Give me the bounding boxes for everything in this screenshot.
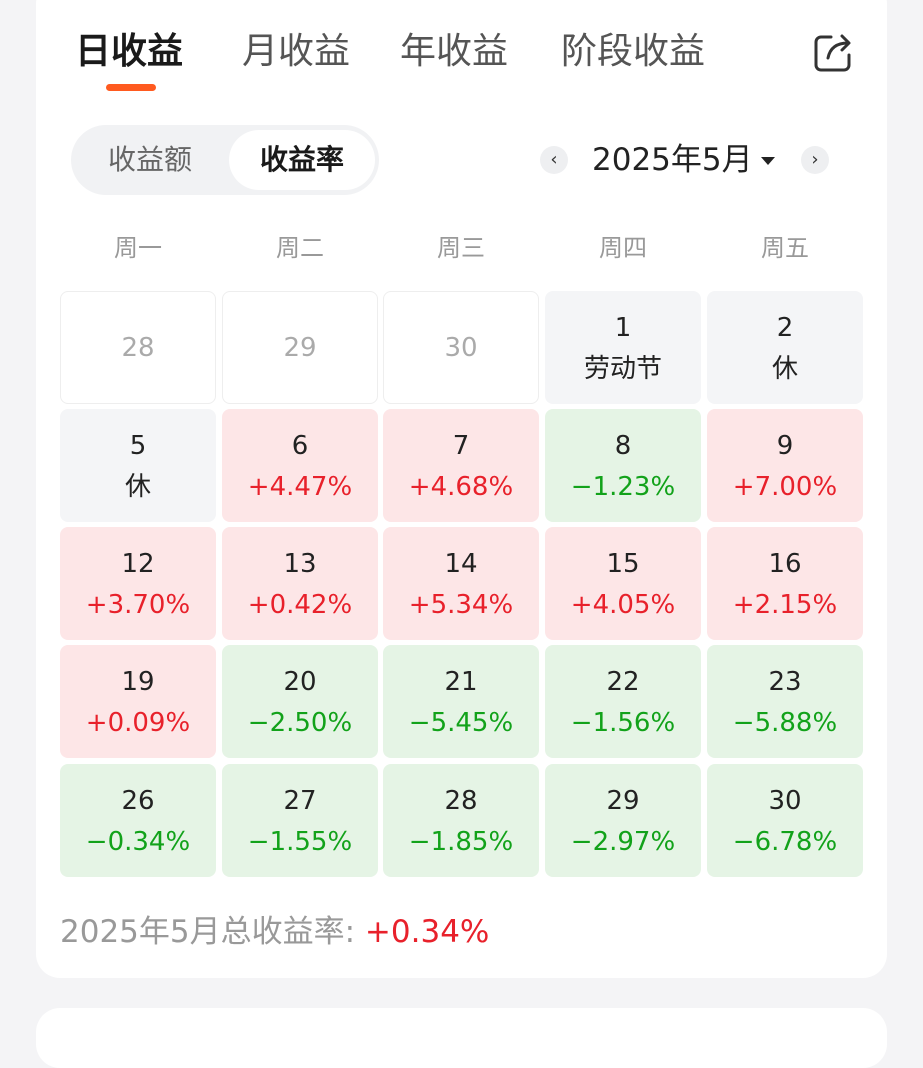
day-number: 19	[121, 667, 155, 697]
day-number: 16	[768, 549, 802, 579]
holiday-label: 劳动节	[583, 354, 662, 384]
daily-return-value: −5.45%	[408, 708, 514, 738]
day-number: 23	[768, 667, 802, 697]
monthly-total: 2025年5月总收益率: +0.34%	[60, 912, 489, 952]
weekday-wed: 周三	[437, 234, 485, 262]
calendar-day-cell[interactable]: 29 −2.97%	[545, 764, 701, 877]
daily-return-value: −2.50%	[247, 708, 353, 738]
daily-return-value: +4.47%	[247, 472, 353, 502]
calendar-day-cell[interactable]: 6 +4.47%	[222, 409, 378, 522]
day-number: 13	[283, 549, 317, 579]
day-number: 29	[283, 333, 317, 363]
day-number: 26	[121, 786, 155, 816]
day-number: 1	[614, 313, 632, 343]
daily-return-value: −6.78%	[732, 827, 838, 857]
daily-return-value: +0.09%	[85, 708, 191, 738]
calendar-day-cell[interactable]: 20 −2.50%	[222, 645, 378, 758]
weekday-fri: 周五	[761, 234, 809, 262]
toggle-rate[interactable]: 收益率	[229, 130, 375, 190]
calendar-day-cell[interactable]: 23 −5.88%	[707, 645, 863, 758]
daily-return-value: −1.85%	[408, 827, 514, 857]
next-month-button[interactable]: ›	[801, 146, 829, 174]
calendar-day-cell[interactable]: 14 +5.34%	[383, 527, 539, 640]
daily-return-value: −5.88%	[732, 708, 838, 738]
day-number: 28	[121, 333, 155, 363]
tab-period-return[interactable]: 阶段收益	[561, 31, 706, 72]
daily-return-value: +2.15%	[732, 590, 838, 620]
day-number: 7	[452, 431, 470, 461]
calendar-day-cell[interactable]: 21 −5.45%	[383, 645, 539, 758]
day-number: 12	[121, 549, 155, 579]
daily-return-value: +5.34%	[408, 590, 514, 620]
weekday-mon: 周一	[114, 234, 162, 262]
toggle-amount[interactable]: 收益额	[107, 143, 192, 176]
active-tab-indicator	[106, 84, 156, 91]
daily-return-value: +4.05%	[570, 590, 676, 620]
day-number: 21	[444, 667, 478, 697]
day-number: 29	[606, 786, 640, 816]
daily-return-value: +3.70%	[85, 590, 191, 620]
caret-down-icon[interactable]	[761, 157, 775, 165]
daily-return-value: −1.56%	[570, 708, 676, 738]
day-number: 22	[606, 667, 640, 697]
calendar-day-cell: 28	[60, 291, 216, 404]
day-number: 9	[776, 431, 794, 461]
calendar-day-cell[interactable]: 30 −6.78%	[707, 764, 863, 877]
daily-return-value: +4.68%	[408, 472, 514, 502]
prev-month-button[interactable]: ‹	[540, 146, 568, 174]
tab-yearly-return[interactable]: 年收益	[400, 31, 509, 72]
day-number: 8	[614, 431, 632, 461]
calendar-day-cell[interactable]: 27 −1.55%	[222, 764, 378, 877]
holiday-label: 休	[771, 354, 798, 384]
calendar-day-cell[interactable]: 9 +7.00%	[707, 409, 863, 522]
calendar-day-cell[interactable]: 26 −0.34%	[60, 764, 216, 877]
next-card	[36, 1008, 887, 1068]
day-number: 27	[283, 786, 317, 816]
tab-daily-return[interactable]: 日收益	[75, 31, 184, 72]
calendar-day-cell[interactable]: 8 −1.23%	[545, 409, 701, 522]
month-dropdown[interactable]: 2025年5月	[592, 142, 753, 178]
holiday-label: 休	[124, 472, 151, 502]
weekday-thu: 周四	[599, 234, 647, 262]
calendar-day-cell: 30	[383, 291, 539, 404]
calendar-day-cell[interactable]: 12 +3.70%	[60, 527, 216, 640]
daily-return-value: −0.34%	[85, 827, 191, 857]
monthly-total-label: 2025年5月总收益率:	[60, 914, 365, 950]
tab-monthly-return[interactable]: 月收益	[242, 31, 351, 72]
day-number: 2	[776, 313, 794, 343]
calendar-day-cell[interactable]: 1 劳动节	[545, 291, 701, 404]
monthly-total-value: +0.34%	[364, 914, 490, 950]
calendar-day-cell[interactable]: 28 −1.85%	[383, 764, 539, 877]
calendar-day-cell[interactable]: 7 +4.68%	[383, 409, 539, 522]
day-number: 5	[129, 431, 147, 461]
calendar-day-cell: 29	[222, 291, 378, 404]
calendar-day-cell[interactable]: 16 +2.15%	[707, 527, 863, 640]
daily-return-value: −2.97%	[570, 827, 676, 857]
day-number: 30	[444, 333, 478, 363]
daily-return-value: +0.42%	[247, 590, 353, 620]
day-number: 20	[283, 667, 317, 697]
daily-return-value: −1.23%	[570, 472, 676, 502]
day-number: 6	[291, 431, 309, 461]
calendar-day-cell[interactable]: 15 +4.05%	[545, 527, 701, 640]
calendar-day-cell[interactable]: 19 +0.09%	[60, 645, 216, 758]
amount-rate-toggle: 收益额 收益率	[71, 125, 379, 195]
day-number: 30	[768, 786, 802, 816]
day-number: 15	[606, 549, 640, 579]
day-number: 28	[444, 786, 478, 816]
calendar-day-cell[interactable]: 13 +0.42%	[222, 527, 378, 640]
share-icon[interactable]	[811, 31, 855, 75]
daily-return-value: +7.00%	[732, 472, 838, 502]
daily-return-value: −1.55%	[247, 827, 353, 857]
weekday-tue: 周二	[276, 234, 324, 262]
calendar-day-cell[interactable]: 22 −1.56%	[545, 645, 701, 758]
day-number: 14	[444, 549, 478, 579]
